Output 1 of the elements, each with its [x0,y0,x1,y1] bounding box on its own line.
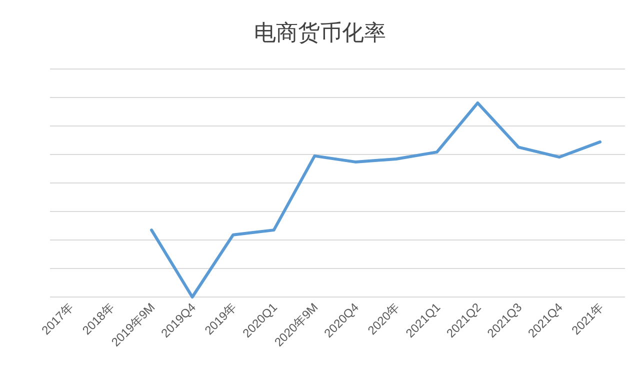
chart-title: 电商货币化率 [254,20,386,45]
